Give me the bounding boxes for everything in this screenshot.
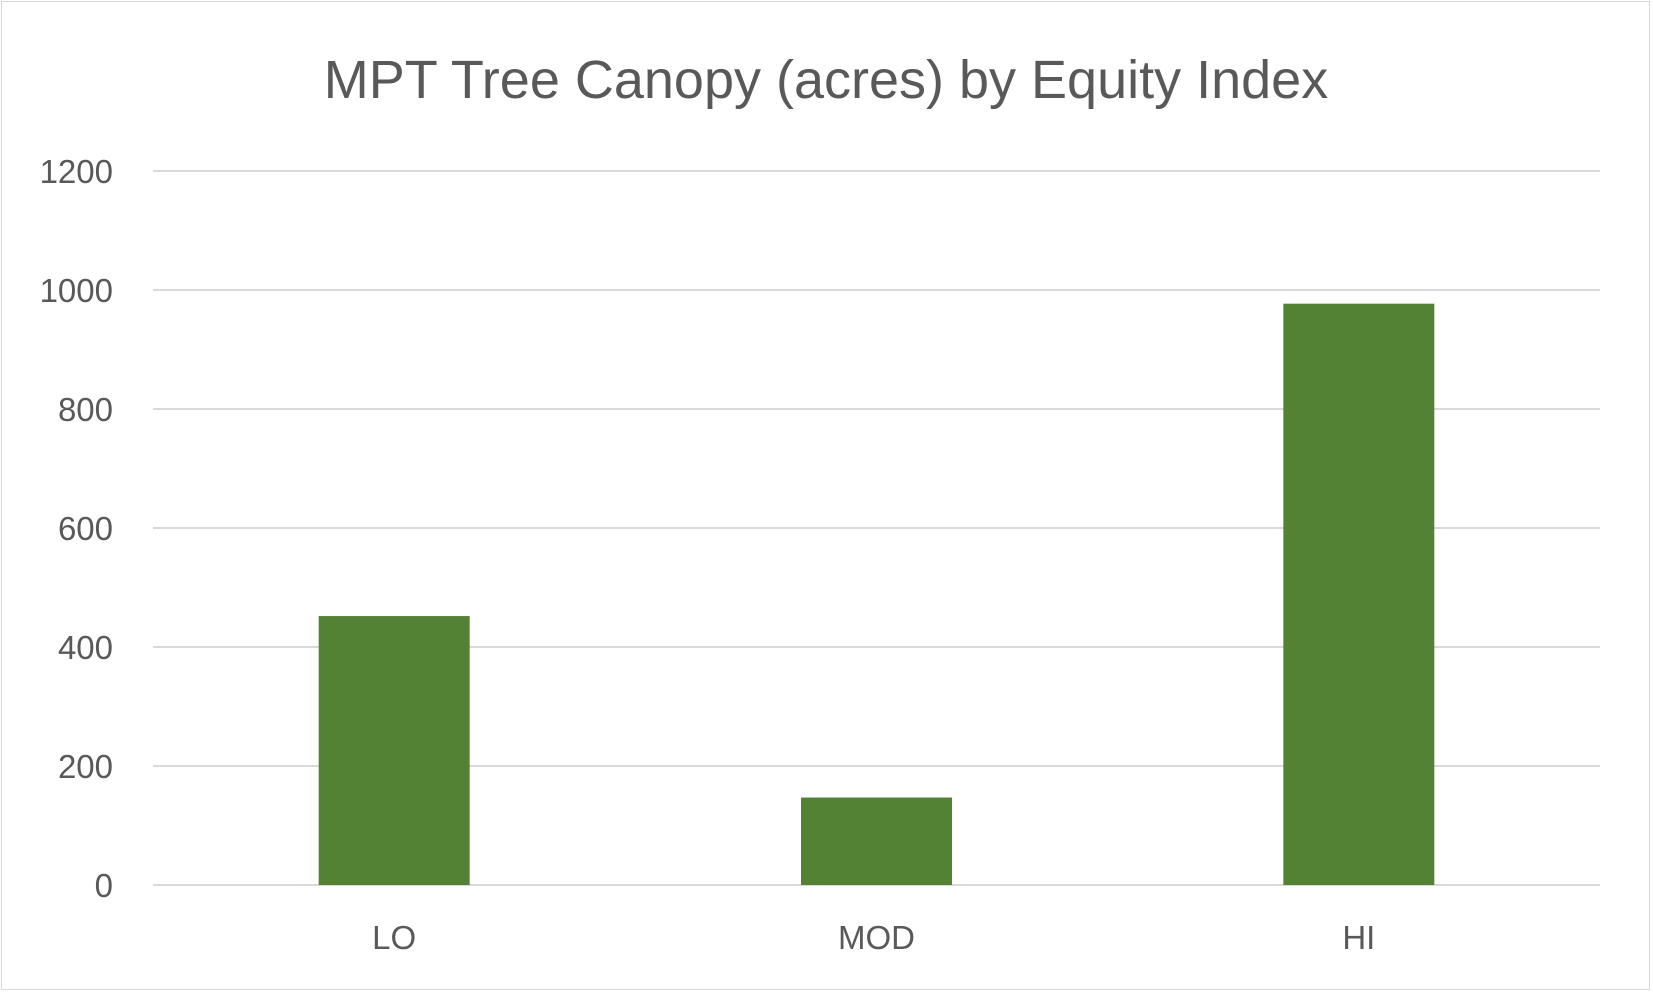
chart-title: MPT Tree Canopy (acres) by Equity Index xyxy=(324,50,1328,110)
x-tick-label: MOD xyxy=(838,919,915,956)
y-tick-label: 1200 xyxy=(40,153,113,190)
x-tick-label: LO xyxy=(372,919,416,956)
x-axis-tick-labels: LO MOD HI xyxy=(372,919,1375,956)
bar-lo xyxy=(318,616,470,885)
bar-mod xyxy=(801,797,952,885)
y-tick-label: 600 xyxy=(58,510,113,547)
y-tick-label: 400 xyxy=(58,629,113,666)
y-tick-label: 800 xyxy=(58,391,113,428)
y-tick-label: 1000 xyxy=(40,272,113,309)
x-tick-label: HI xyxy=(1342,919,1375,956)
bar-hi xyxy=(1283,303,1435,885)
y-tick-label: 200 xyxy=(58,748,113,785)
bars xyxy=(318,303,1435,885)
y-tick-label: 0 xyxy=(95,867,113,904)
y-axis-tick-labels: 0 200 400 600 800 1000 1200 xyxy=(40,153,113,904)
